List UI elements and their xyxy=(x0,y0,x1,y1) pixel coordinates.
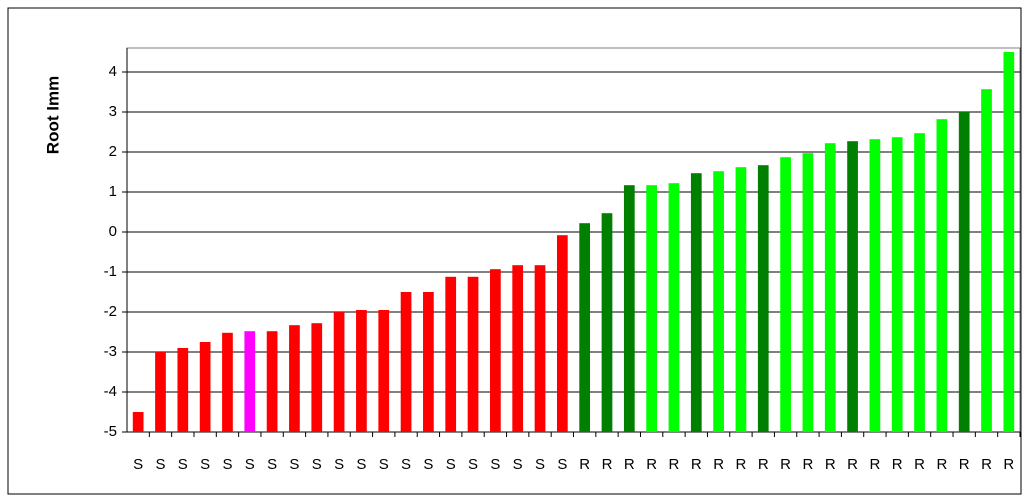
x-tick-label: S xyxy=(356,456,366,473)
bar xyxy=(601,213,613,432)
y-tick-label: -4 xyxy=(104,383,117,400)
x-tick-label: S xyxy=(490,456,500,473)
bar xyxy=(869,139,881,432)
x-tick-label: R xyxy=(646,456,657,473)
x-tick-label: S xyxy=(468,456,478,473)
bar xyxy=(356,310,367,432)
x-tick-label: R xyxy=(802,456,813,473)
bar xyxy=(891,137,903,432)
x-tick-label: S xyxy=(289,456,299,473)
x-tick-label: R xyxy=(736,456,747,473)
bar xyxy=(713,171,724,432)
bar xyxy=(132,412,144,432)
bar xyxy=(512,265,524,432)
x-tick-label: S xyxy=(200,456,210,473)
bar xyxy=(155,352,166,432)
bar xyxy=(289,325,300,432)
bar xyxy=(646,185,657,432)
x-tick-label: R xyxy=(780,456,791,473)
x-tick-label: S xyxy=(334,456,344,473)
bar xyxy=(222,332,233,432)
x-tick-label: S xyxy=(446,456,456,473)
bar xyxy=(623,185,635,432)
x-tick-label: S xyxy=(133,456,143,473)
y-tick-label: 2 xyxy=(109,143,117,160)
y-tick-label: 4 xyxy=(109,63,117,80)
x-tick-label: S xyxy=(513,456,523,473)
x-tick-label: R xyxy=(914,456,925,473)
x-tick-label: S xyxy=(312,456,322,473)
x-tick-label: R xyxy=(825,456,836,473)
bar xyxy=(802,153,814,432)
bar xyxy=(467,276,479,432)
x-tick-label: R xyxy=(669,456,680,473)
bar xyxy=(177,348,189,432)
bar xyxy=(690,173,702,432)
x-tick-label: S xyxy=(267,456,277,473)
y-tick-label: 3 xyxy=(109,103,117,120)
bar xyxy=(958,112,970,432)
y-tick-label: 1 xyxy=(109,183,117,200)
x-tick-label: R xyxy=(892,456,903,473)
x-tick-label: S xyxy=(222,456,232,473)
bar xyxy=(333,312,345,432)
bar xyxy=(266,331,278,432)
y-tick-label: -1 xyxy=(104,263,117,280)
bar xyxy=(914,133,925,432)
bar xyxy=(490,269,501,432)
bar xyxy=(824,143,836,432)
x-tick-label: R xyxy=(691,456,702,473)
x-tick-label: S xyxy=(535,456,545,473)
bar xyxy=(378,310,390,432)
x-tick-label: R xyxy=(1003,456,1014,473)
bar xyxy=(445,276,457,432)
bar xyxy=(847,141,858,432)
x-tick-label: R xyxy=(936,456,947,473)
bar xyxy=(199,342,211,432)
bar xyxy=(780,157,791,432)
bar xyxy=(981,89,992,432)
x-tick-label: R xyxy=(713,456,724,473)
x-tick-label: R xyxy=(602,456,613,473)
x-tick-label: S xyxy=(155,456,165,473)
bar xyxy=(311,323,323,432)
x-tick-label: S xyxy=(423,456,433,473)
y-tick-label: 0 xyxy=(109,223,117,240)
plot-area xyxy=(126,47,1021,433)
bar xyxy=(936,119,948,432)
bar xyxy=(556,235,568,432)
x-tick-label: R xyxy=(758,456,769,473)
bar xyxy=(579,223,591,432)
y-tick-label: -3 xyxy=(104,343,117,360)
x-tick-label: R xyxy=(847,456,858,473)
bar xyxy=(534,265,546,432)
bar xyxy=(757,165,769,432)
y-tick-label: -5 xyxy=(104,423,117,440)
x-tick-label: S xyxy=(401,456,411,473)
bar xyxy=(735,167,747,432)
bar xyxy=(244,331,256,432)
bar xyxy=(668,183,680,432)
bar xyxy=(1003,52,1015,432)
x-tick-label: S xyxy=(178,456,188,473)
x-tick-label: R xyxy=(981,456,992,473)
x-tick-label: R xyxy=(959,456,970,473)
x-tick-label: S xyxy=(245,456,255,473)
bar xyxy=(423,292,434,432)
y-axis-title: Root Imm xyxy=(43,76,62,154)
x-tick-label: S xyxy=(379,456,389,473)
x-tick-label: R xyxy=(624,456,635,473)
y-tick-label: -2 xyxy=(104,303,117,320)
x-tick-label: R xyxy=(869,456,880,473)
x-tick-label: R xyxy=(579,456,590,473)
x-tick-label: S xyxy=(557,456,567,473)
bar xyxy=(400,292,412,432)
